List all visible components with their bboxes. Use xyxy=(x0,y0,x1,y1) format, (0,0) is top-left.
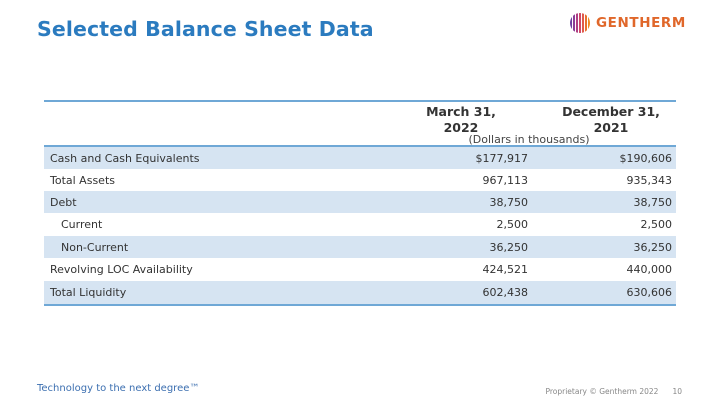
table-row: Revolving LOC Availability 424,521 440,0… xyxy=(44,258,676,281)
row-value-december-2021: 440,000 xyxy=(626,263,673,276)
page-title: Selected Balance Sheet Data xyxy=(37,17,374,41)
gentherm-logo-icon xyxy=(570,13,590,33)
row-value-march-2022: 36,250 xyxy=(489,240,529,254)
row-label: Revolving LOC Availability xyxy=(50,263,193,276)
table-top-rule xyxy=(44,100,676,102)
row-label: Total Liquidity xyxy=(50,286,127,299)
row-value-december-2021: 935,343 xyxy=(626,173,673,187)
row-label: Debt xyxy=(50,195,77,209)
footer: Proprietary © Gentherm 2022 10 xyxy=(545,387,682,396)
logo-text: GENTHERM xyxy=(596,15,686,31)
row-value-december-2021: 630,606 xyxy=(626,286,673,299)
column-header-line: December 31, xyxy=(562,104,660,119)
table-row: Cash and Cash Equivalents $177,917 $190,… xyxy=(44,147,676,169)
row-value-december-2021: $190,606 xyxy=(619,151,673,165)
page-number: 10 xyxy=(672,387,682,396)
table-row: Total Assets 967,113 935,343 xyxy=(44,169,676,191)
column-header-line: 2022 xyxy=(443,120,479,135)
table-row: Total Liquidity 602,438 630,606 xyxy=(44,281,676,304)
column-header-line: 2021 xyxy=(593,120,629,135)
row-value-december-2021: 2,500 xyxy=(640,218,673,231)
table-row: Current 2,500 2,500 xyxy=(44,213,676,236)
row-label: Current xyxy=(61,218,103,231)
units-note: (Dollars in thousands) xyxy=(468,133,590,146)
column-header-march-2022: March 31, 2022 xyxy=(402,104,520,136)
row-value-march-2022: 424,521 xyxy=(482,263,529,276)
column-header-december-2021: December 31, 2021 xyxy=(546,104,676,136)
row-label: Total Assets xyxy=(50,173,115,187)
tagline: Technology to the next degree™ xyxy=(37,383,200,394)
table-row: Non-Current 36,250 36,250 xyxy=(44,236,676,258)
row-value-december-2021: 36,250 xyxy=(633,240,673,254)
column-header-line: March 31, xyxy=(426,104,496,119)
row-label: Non-Current xyxy=(61,240,129,254)
gentherm-logo: GENTHERM xyxy=(569,12,686,34)
row-value-march-2022: $177,917 xyxy=(475,151,529,165)
table-row: Debt 38,750 38,750 xyxy=(44,191,676,213)
table-header: March 31, 2022 December 31, 2021 (Dollar… xyxy=(44,102,676,147)
balance-sheet-table: March 31, 2022 December 31, 2021 (Dollar… xyxy=(44,100,676,306)
row-value-march-2022: 38,750 xyxy=(489,195,529,209)
row-value-december-2021: 38,750 xyxy=(633,195,673,209)
table-bottom-rule xyxy=(44,304,676,306)
row-value-march-2022: 967,113 xyxy=(482,173,529,187)
row-label: Cash and Cash Equivalents xyxy=(50,151,200,165)
row-value-march-2022: 602,438 xyxy=(482,286,529,299)
footer-copyright: Proprietary © Gentherm 2022 xyxy=(545,387,659,396)
row-value-march-2022: 2,500 xyxy=(496,218,529,231)
